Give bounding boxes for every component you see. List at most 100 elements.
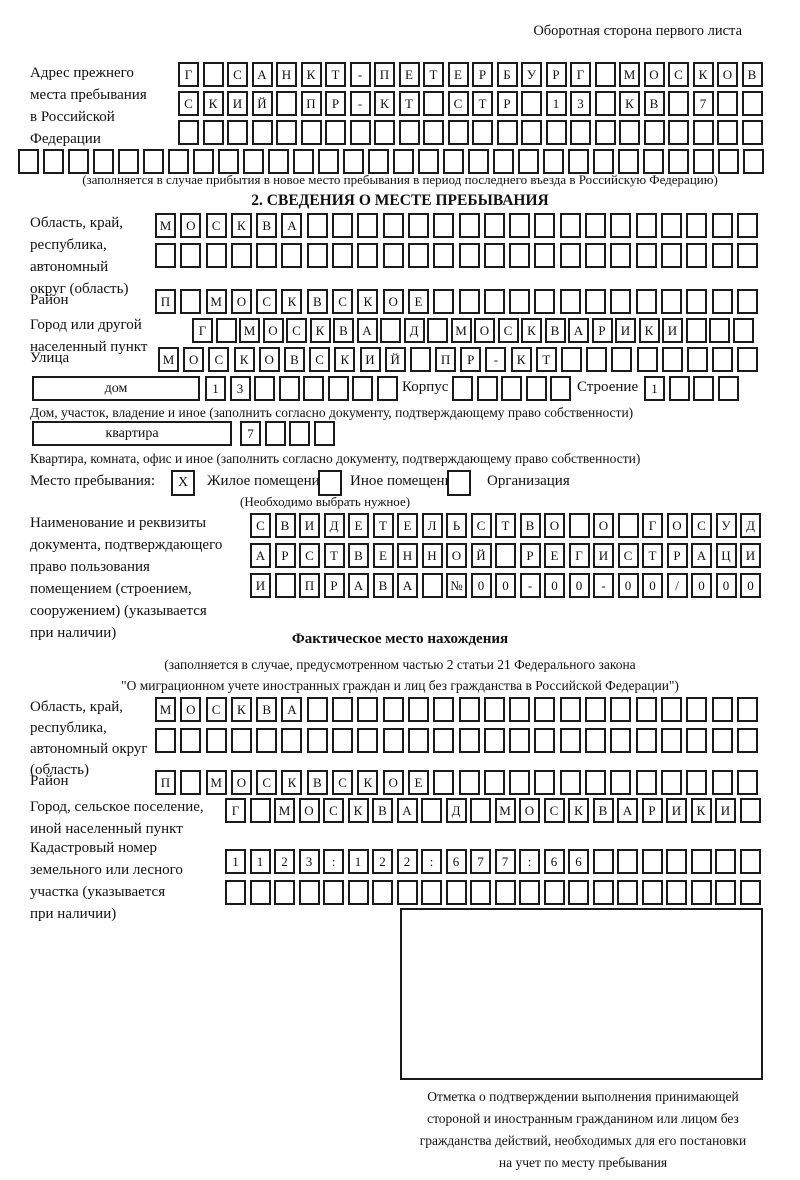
char-box — [668, 91, 689, 116]
char-box — [509, 770, 531, 795]
char-box: С — [205, 697, 227, 722]
char-box: 1 — [225, 849, 246, 874]
char-box — [327, 376, 349, 401]
house-note: Дом, участок, владение и иное (заполнить… — [30, 405, 634, 420]
char-box — [741, 91, 763, 116]
char-box — [421, 798, 442, 823]
char-box: 6 — [543, 849, 565, 874]
char-box — [550, 376, 571, 401]
char-box: М — [158, 347, 179, 372]
char-box — [251, 120, 273, 145]
char-box — [225, 880, 246, 905]
char-box — [610, 728, 632, 753]
stroenie-row: 1 — [644, 376, 739, 401]
char-box: В — [256, 213, 278, 238]
char-box — [445, 880, 467, 905]
char-box — [376, 376, 398, 401]
char-box — [635, 770, 657, 795]
region-label-line3: автономный — [30, 259, 109, 275]
fact-region-label-line3: автономный округ — [30, 741, 148, 757]
region-label-line1: Область, край, — [30, 215, 124, 231]
char-box — [357, 697, 379, 722]
char-box: Н — [421, 543, 443, 568]
char-box: Й — [251, 91, 273, 116]
char-box: 3 — [298, 849, 320, 874]
char-box — [585, 213, 607, 238]
char-box — [635, 289, 657, 314]
char-box — [585, 770, 607, 795]
char-box — [534, 213, 556, 238]
char-box — [447, 120, 469, 145]
char-box: 1 — [347, 849, 369, 874]
doc-label-line5: сооружением) (указывается — [30, 603, 207, 619]
char-box — [93, 149, 114, 174]
char-box: К — [202, 91, 224, 116]
char-box: Р — [274, 543, 296, 568]
char-box — [483, 770, 505, 795]
char-box — [155, 728, 176, 753]
char-box: О — [298, 798, 320, 823]
char-box: П — [300, 91, 322, 116]
char-box: В — [333, 318, 354, 343]
prev-address-row-4 — [18, 149, 764, 174]
char-box: А — [397, 573, 418, 598]
prev-address-label-line2: места пребывания — [30, 87, 147, 103]
char-box: 0 — [495, 573, 516, 598]
char-box: Й — [384, 347, 406, 372]
city-label-line1: Город или другой — [30, 317, 142, 333]
char-box — [736, 697, 758, 722]
char-box — [281, 243, 303, 268]
char-box: И — [299, 513, 320, 538]
char-box: Т — [535, 347, 557, 372]
char-box: М — [205, 770, 227, 795]
char-box — [168, 149, 189, 174]
char-box: В — [306, 289, 328, 314]
char-box: О — [446, 543, 467, 568]
char-box: О — [382, 289, 404, 314]
char-box — [521, 120, 542, 145]
char-box — [433, 697, 455, 722]
korpus-label: Корпус — [402, 379, 449, 395]
char-box — [396, 880, 418, 905]
char-box: О — [544, 513, 565, 538]
char-box — [349, 120, 371, 145]
char-box: 7 — [470, 849, 491, 874]
house-field-label: дом — [32, 376, 200, 401]
region-row-2 — [155, 243, 758, 268]
char-box — [534, 243, 556, 268]
char-box — [586, 347, 608, 372]
char-box — [610, 213, 632, 238]
char-box: К — [347, 798, 369, 823]
char-box — [715, 880, 736, 905]
char-box — [711, 728, 733, 753]
char-box: Т — [398, 91, 420, 116]
char-box — [736, 243, 758, 268]
char-box — [686, 289, 708, 314]
char-box: 0 — [568, 573, 590, 598]
char-box — [718, 149, 739, 174]
char-box: Д — [740, 513, 761, 538]
char-box: И — [227, 91, 248, 116]
char-box — [306, 243, 328, 268]
char-box: Р — [545, 62, 567, 87]
char-box: К — [521, 318, 542, 343]
char-box — [737, 347, 759, 372]
char-box: Е — [348, 513, 369, 538]
char-box — [617, 849, 638, 874]
char-box: И — [740, 543, 761, 568]
char-box: Д — [323, 513, 345, 538]
char-box — [433, 289, 455, 314]
char-box — [717, 376, 739, 401]
char-box — [641, 849, 663, 874]
prev-address-label-line3: в Российской — [30, 109, 115, 125]
char-box — [483, 728, 505, 753]
char-box — [155, 243, 176, 268]
char-box — [352, 376, 373, 401]
char-box: О — [666, 513, 688, 538]
char-box: 0 — [470, 573, 492, 598]
char-box: С — [205, 213, 227, 238]
char-box — [501, 376, 522, 401]
